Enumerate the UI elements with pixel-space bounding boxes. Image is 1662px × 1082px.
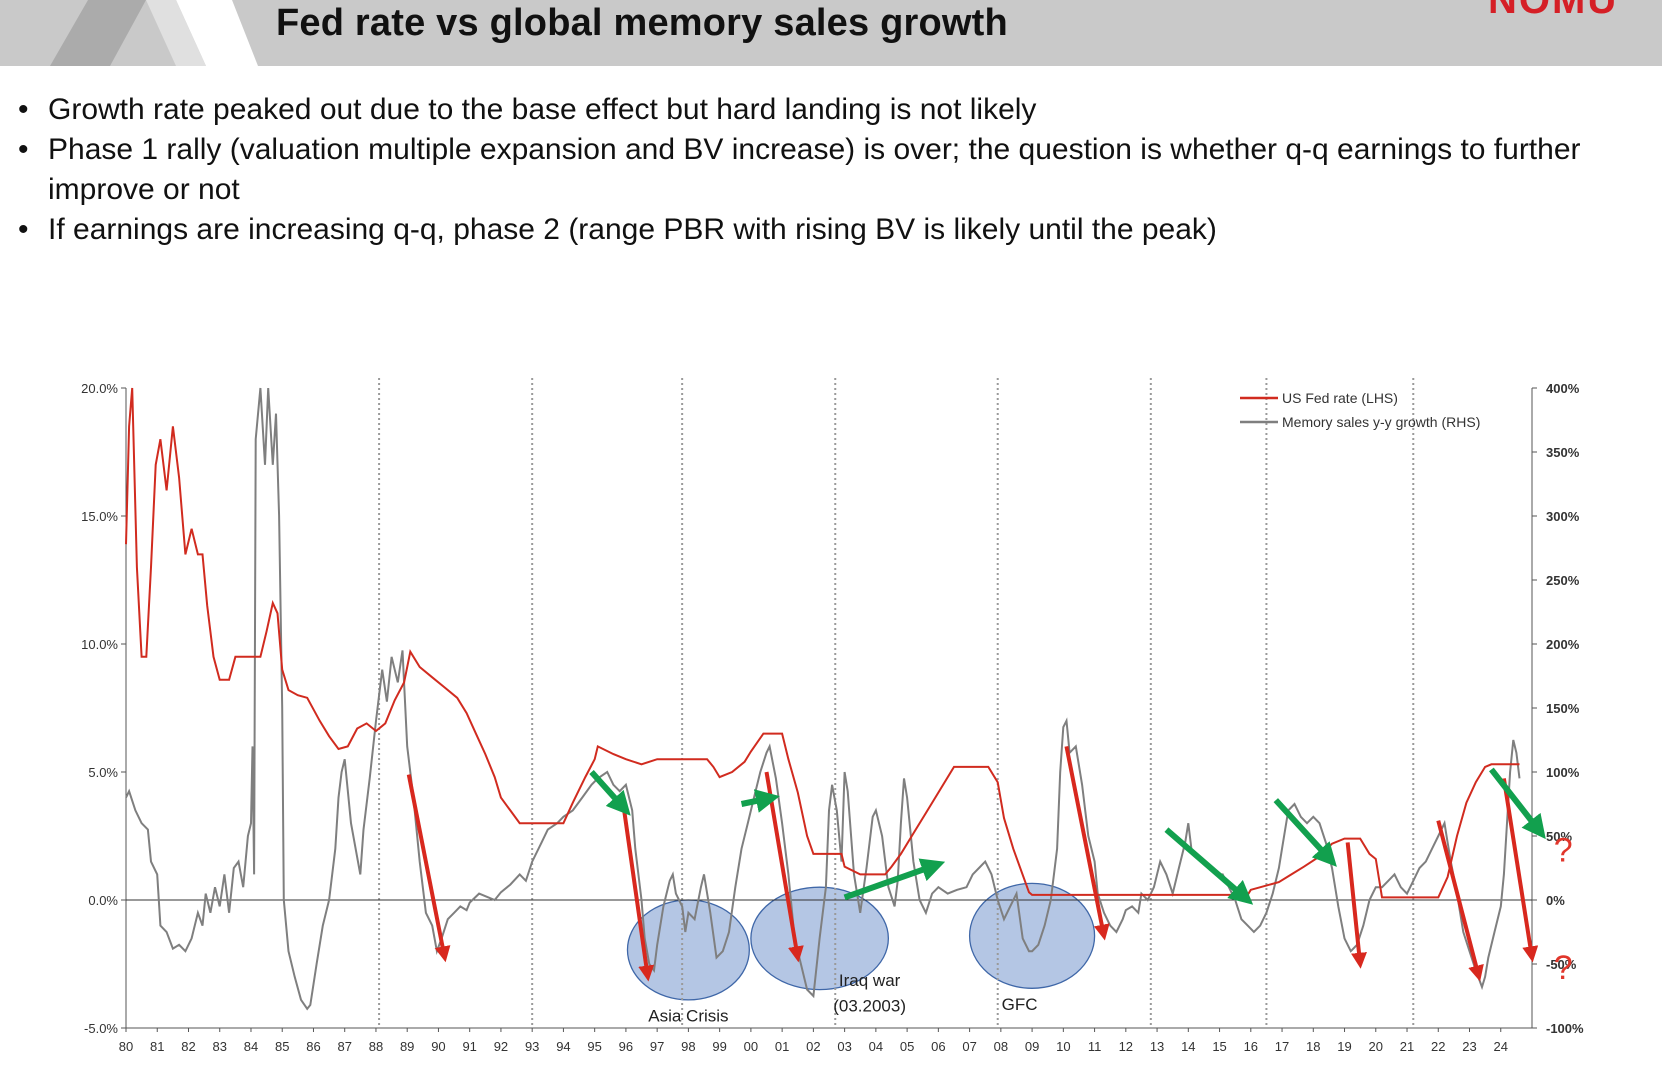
x-tick-label: 80 <box>119 1039 133 1054</box>
x-tick-label: 91 <box>462 1039 476 1054</box>
right-tick-label: 300% <box>1546 509 1580 524</box>
logo-stripes-graphic <box>50 0 258 66</box>
right-tick-label: 50% <box>1546 829 1572 844</box>
right-tick-label: 100% <box>1546 765 1580 780</box>
legend-entry-1: Memory sales y-y growth (RHS) <box>1282 414 1480 430</box>
right-tick-label: 400% <box>1546 381 1580 396</box>
right-tick-label: 150% <box>1546 701 1580 716</box>
x-tick-label: 88 <box>369 1039 383 1054</box>
annotation-label-0: Asia Crisis <box>648 1007 728 1026</box>
x-tick-label: 23 <box>1462 1039 1476 1054</box>
left-tick-label: 20.0% <box>81 381 118 396</box>
crisis-ellipse-2 <box>968 882 1096 989</box>
x-tick-label: 84 <box>244 1039 258 1054</box>
legend-entry-0: US Fed rate (LHS) <box>1282 390 1398 406</box>
x-tick-label: 90 <box>431 1039 445 1054</box>
red-arrow-5 <box>1436 820 1484 982</box>
left-tick-label: 15.0% <box>81 509 118 524</box>
x-tick-label: 03 <box>837 1039 851 1054</box>
x-tick-label: 83 <box>212 1039 226 1054</box>
x-tick-label: 82 <box>181 1039 195 1054</box>
x-tick-label: 06 <box>931 1039 945 1054</box>
x-tick-label: 89 <box>400 1039 414 1054</box>
bullet-item: If earnings are increasing q-q, phase 2 … <box>14 210 1654 250</box>
x-tick-label: 02 <box>806 1039 820 1054</box>
right-tick-label: -50% <box>1546 957 1577 972</box>
green-arrow-4 <box>1273 798 1337 867</box>
x-tick-label: 11 <box>1088 1039 1102 1054</box>
memory-sales-line <box>125 387 1521 1011</box>
red-arrow-0 <box>406 774 451 963</box>
right-tick-label: 250% <box>1546 573 1580 588</box>
annotation-label-3: GFC <box>1002 995 1038 1014</box>
right-tick-label: 200% <box>1546 637 1580 652</box>
x-tick-label: 86 <box>306 1039 320 1054</box>
red-arrow-4 <box>1345 842 1367 969</box>
right-tick-label: 350% <box>1546 445 1580 460</box>
x-tick-label: 05 <box>900 1039 914 1054</box>
x-tick-label: 18 <box>1306 1039 1320 1054</box>
red-arrow-1 <box>622 811 655 982</box>
x-tick-label: 15 <box>1212 1039 1226 1054</box>
x-tick-label: 01 <box>775 1039 789 1054</box>
left-tick-label: 0.0% <box>88 893 118 908</box>
right-tick-label: 0% <box>1546 893 1565 908</box>
x-tick-label: 99 <box>712 1039 726 1054</box>
x-tick-label: 85 <box>275 1039 289 1054</box>
bullet-list: Growth rate peaked out due to the base e… <box>14 90 1654 250</box>
x-tick-label: 04 <box>869 1039 883 1054</box>
green-arrow-5 <box>1489 767 1546 840</box>
green-arrow-2 <box>843 858 946 901</box>
green-arrow-1 <box>740 789 780 813</box>
green-arrow-3 <box>1164 827 1254 905</box>
x-tick-label: 95 <box>587 1039 601 1054</box>
red-arrow-3 <box>1064 746 1110 941</box>
fed-vs-memory-chart: -5.0% 0.0% 5.0% 10.0% 15.0% 20.0% -100% -50% 0% 5… <box>81 378 1584 1054</box>
x-tick-label: 24 <box>1494 1039 1508 1054</box>
bullet-item: Phase 1 rally (valuation multiple expans… <box>14 130 1654 210</box>
x-tick-label: 07 <box>962 1039 976 1054</box>
left-tick-label: 10.0% <box>81 637 118 652</box>
x-tick-label: 81 <box>150 1039 164 1054</box>
x-tick-label: 92 <box>494 1039 508 1054</box>
question-mark-1: ? <box>1554 949 1573 987</box>
red-arrow-6 <box>1501 778 1539 963</box>
x-tick-label: 87 <box>337 1039 351 1054</box>
annotation-label-2: (03.2003) <box>833 996 906 1015</box>
green-arrow-0 <box>589 769 631 816</box>
bullet-item: Growth rate peaked out due to the base e… <box>14 90 1654 130</box>
x-tick-label: 14 <box>1181 1039 1195 1054</box>
right-tick-label: -100% <box>1546 1021 1584 1036</box>
x-tick-label: 09 <box>1025 1039 1039 1054</box>
x-tick-label: 93 <box>525 1039 539 1054</box>
x-tick-label: 17 <box>1275 1039 1289 1054</box>
left-tick-label: -5.0% <box>84 1021 118 1036</box>
x-tick-label: 13 <box>1150 1039 1164 1054</box>
x-tick-label: 19 <box>1337 1039 1351 1054</box>
x-tick-label: 08 <box>994 1039 1008 1054</box>
x-tick-label: 94 <box>556 1039 570 1054</box>
x-tick-label: 16 <box>1244 1039 1258 1054</box>
x-tick-label: 21 <box>1400 1039 1414 1054</box>
left-tick-label: 5.0% <box>88 765 118 780</box>
x-tick-label: 20 <box>1369 1039 1383 1054</box>
x-tick-label: 97 <box>650 1039 664 1054</box>
x-tick-label: 12 <box>1119 1039 1133 1054</box>
brand-logo-text: NOMU <box>1488 0 1619 22</box>
annotation-label-1: Iraq war <box>839 971 901 990</box>
slide-header: Fed rate vs global memory sales growth N… <box>0 0 1662 66</box>
x-tick-label: 00 <box>744 1039 758 1054</box>
x-tick-label: 98 <box>681 1039 695 1054</box>
slide-title: Fed rate vs global memory sales growth <box>276 2 1008 44</box>
x-tick-label: 96 <box>619 1039 633 1054</box>
question-mark-0: ? <box>1554 831 1573 869</box>
x-tick-label: 22 <box>1431 1039 1445 1054</box>
x-tick-label: 10 <box>1056 1039 1070 1054</box>
